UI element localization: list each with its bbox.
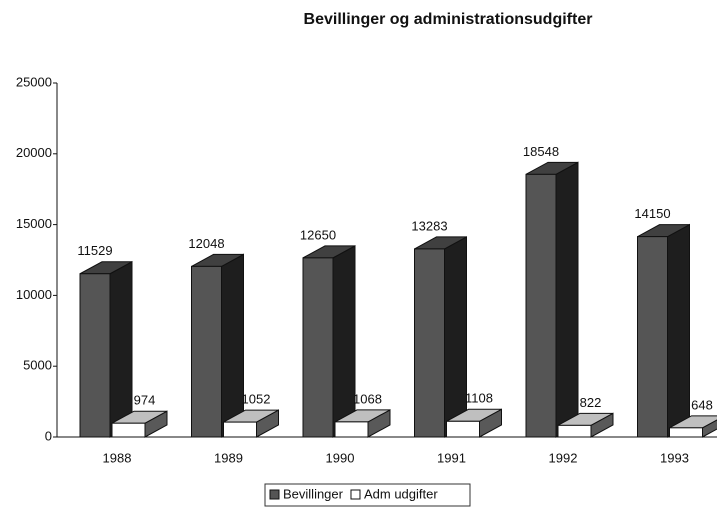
legend-label: Bevillinger — [283, 486, 344, 501]
legend-swatch — [269, 489, 280, 500]
bar-side — [109, 260, 133, 438]
bar-side — [221, 253, 244, 438]
bar-side — [332, 245, 356, 438]
bar-side — [667, 223, 690, 438]
bar — [525, 173, 557, 438]
value-label: 974 — [134, 393, 156, 408]
x-tick-label: 1989 — [214, 450, 243, 465]
value-label: 1108 — [465, 391, 493, 406]
bar — [302, 257, 334, 438]
bar-side — [555, 161, 579, 438]
y-tick-label: 20000 — [16, 145, 52, 160]
value-label: 13283 — [411, 218, 447, 233]
bar — [637, 236, 668, 438]
bar-side — [444, 236, 467, 438]
bar — [557, 424, 592, 438]
value-label: 648 — [691, 397, 713, 412]
y-tick-label: 10000 — [16, 287, 52, 302]
bar — [334, 421, 369, 438]
legend-label: Adm udgifter — [364, 486, 438, 501]
x-tick-label: 1988 — [103, 450, 132, 465]
legend-swatch — [350, 489, 361, 500]
x-tick-label: 1992 — [549, 450, 578, 465]
value-label: 18548 — [523, 144, 559, 159]
y-tick-label: 0 — [45, 428, 52, 443]
bar — [191, 265, 222, 438]
x-tick-label: 1990 — [326, 450, 355, 465]
legend-box — [264, 483, 471, 507]
x-tick-label: 1991 — [437, 450, 466, 465]
bar — [669, 427, 703, 438]
value-label: 1068 — [353, 391, 382, 406]
y-tick-label: 15000 — [16, 216, 52, 231]
bar — [223, 421, 257, 438]
value-label: 12650 — [300, 227, 336, 242]
bar — [446, 420, 480, 438]
bar — [79, 273, 111, 438]
value-label: 822 — [580, 395, 602, 410]
chart-title: Bevillinger og administrationsudgifter — [304, 11, 593, 28]
value-label: 12048 — [188, 236, 224, 251]
x-tick-label: 1993 — [660, 450, 689, 465]
bar — [111, 422, 146, 438]
value-label: 1052 — [242, 392, 271, 407]
y-tick-label: 25000 — [16, 74, 52, 89]
value-label: 11529 — [77, 243, 112, 258]
y-tick-label: 5000 — [23, 358, 52, 373]
value-label: 14150 — [634, 206, 670, 221]
bar — [414, 248, 445, 438]
